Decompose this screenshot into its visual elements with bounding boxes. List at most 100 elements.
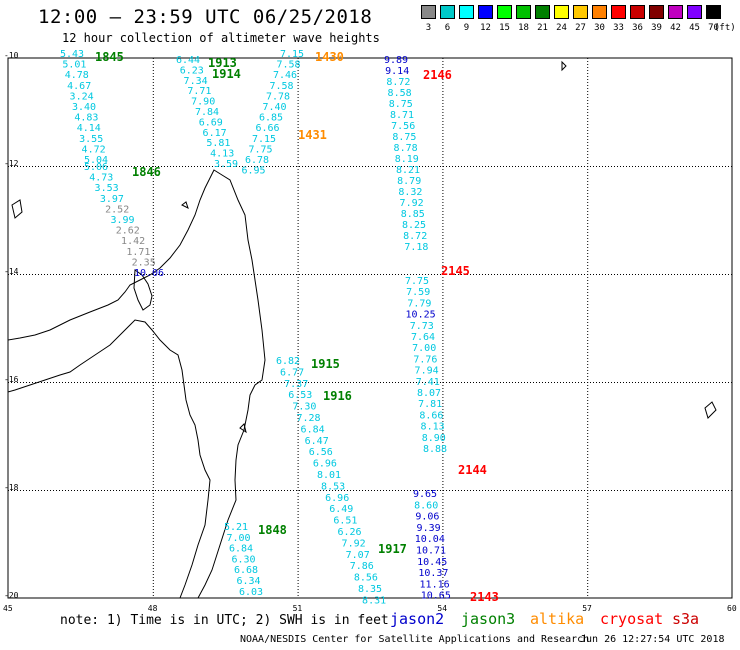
graticule-dot — [152, 313, 154, 314]
graticule-dot — [308, 274, 309, 275]
graticule-dot — [236, 490, 237, 491]
graticule-dot — [659, 490, 660, 491]
graticule-dot — [539, 166, 540, 167]
graticule-dot — [44, 490, 45, 491]
graticule-dot — [119, 490, 120, 491]
graticule-dot — [442, 157, 444, 158]
graticule-dot — [518, 166, 519, 167]
graticule-dot — [455, 166, 456, 167]
swh-value: 5.06 — [84, 162, 108, 173]
graticule-dot — [152, 178, 154, 179]
graticule-dot — [442, 427, 444, 428]
graticule-dot — [137, 274, 138, 275]
graticule-dot — [152, 502, 154, 503]
graticule-dot — [297, 265, 299, 266]
graticule-dot — [297, 286, 299, 287]
swh-value: 7.34 — [184, 76, 208, 87]
graticule-dot — [368, 274, 369, 275]
swh-value: 5.43 — [60, 49, 84, 60]
graticule-dot — [461, 274, 462, 275]
graticule-dot — [308, 166, 309, 167]
graticule-dot — [467, 490, 468, 491]
graticule-dot — [224, 382, 225, 383]
graticule-dot — [442, 232, 444, 233]
graticule-dot — [320, 166, 321, 167]
graticule-dot — [98, 382, 99, 383]
graticule-dot — [297, 214, 299, 215]
graticule-dot — [442, 115, 444, 116]
graticule-dot — [584, 382, 585, 383]
graticule-dot — [614, 382, 615, 383]
graticule-dot — [443, 382, 444, 383]
graticule-dot — [722, 382, 723, 383]
graticule-dot — [164, 274, 165, 275]
graticule-dot — [554, 382, 555, 383]
graticule-dot — [254, 382, 255, 383]
graticule-dot — [317, 274, 318, 275]
graticule-dot — [587, 334, 589, 335]
graticule-dot — [587, 343, 589, 344]
graticule-dot — [545, 490, 546, 491]
graticule-dot — [297, 433, 299, 434]
graticule-dot — [152, 580, 154, 581]
graticule-dot — [203, 166, 204, 167]
graticule-dot — [104, 274, 105, 275]
graticule-dot — [587, 85, 589, 86]
pass-time-label: 1846 — [132, 165, 161, 179]
graticule-dot — [173, 490, 174, 491]
graticule-dot — [710, 490, 711, 491]
graticule-dot — [212, 166, 213, 167]
swh-value: 7.00 — [412, 343, 436, 354]
graticule-dot — [392, 166, 393, 167]
graticule-dot — [524, 166, 525, 167]
graticule-dot — [152, 157, 154, 158]
swh-value: 7.90 — [191, 97, 215, 108]
graticule-dot — [297, 442, 299, 443]
swh-value: 10.45 — [417, 557, 447, 568]
graticule-dot — [152, 211, 154, 212]
graticule-dot — [563, 382, 564, 383]
graticule-dot — [587, 325, 589, 326]
graticule-dot — [442, 376, 444, 377]
graticule-dot — [128, 274, 129, 275]
graticule-dot — [152, 289, 154, 290]
graticule-dot — [536, 382, 537, 383]
graticule-dot — [179, 166, 180, 167]
graticule-dot — [509, 382, 510, 383]
graticule-dot — [551, 490, 552, 491]
graticule-dot — [297, 553, 299, 554]
graticule-dot — [587, 364, 589, 365]
graticule-dot — [38, 490, 39, 491]
graticule-dot — [230, 166, 231, 167]
swh-value: 6.56 — [309, 447, 333, 458]
graticule-dot — [297, 385, 299, 386]
graticule-dot — [278, 490, 279, 491]
graticule-dot — [170, 274, 171, 275]
graticule-dot — [297, 427, 299, 428]
graticule-dot — [92, 490, 93, 491]
graticule-dot — [146, 274, 147, 275]
graticule-dot — [611, 274, 612, 275]
graticule-dot — [173, 382, 174, 383]
graticule-dot — [377, 274, 378, 275]
graticule-dot — [626, 490, 627, 491]
graticule-dot — [587, 274, 589, 275]
graticule-dot — [587, 520, 589, 521]
graticule-dot — [182, 274, 183, 275]
graticule-dot — [297, 280, 299, 281]
graticule-dot — [587, 370, 589, 371]
graticule-dot — [89, 274, 90, 275]
graticule-dot — [338, 490, 339, 491]
graticule-dot — [425, 274, 426, 275]
graticule-dot — [728, 382, 729, 383]
graticule-dot — [152, 427, 154, 428]
graticule-dot — [650, 490, 651, 491]
graticule-dot — [338, 382, 339, 383]
graticule-dot — [164, 490, 165, 491]
graticule-dot — [152, 553, 154, 554]
swh-value: 4.83 — [74, 113, 98, 124]
graticule-dot — [470, 490, 471, 491]
swh-value: 8.90 — [422, 433, 446, 444]
graticule-dot — [95, 166, 96, 167]
graticule-dot — [584, 490, 585, 491]
